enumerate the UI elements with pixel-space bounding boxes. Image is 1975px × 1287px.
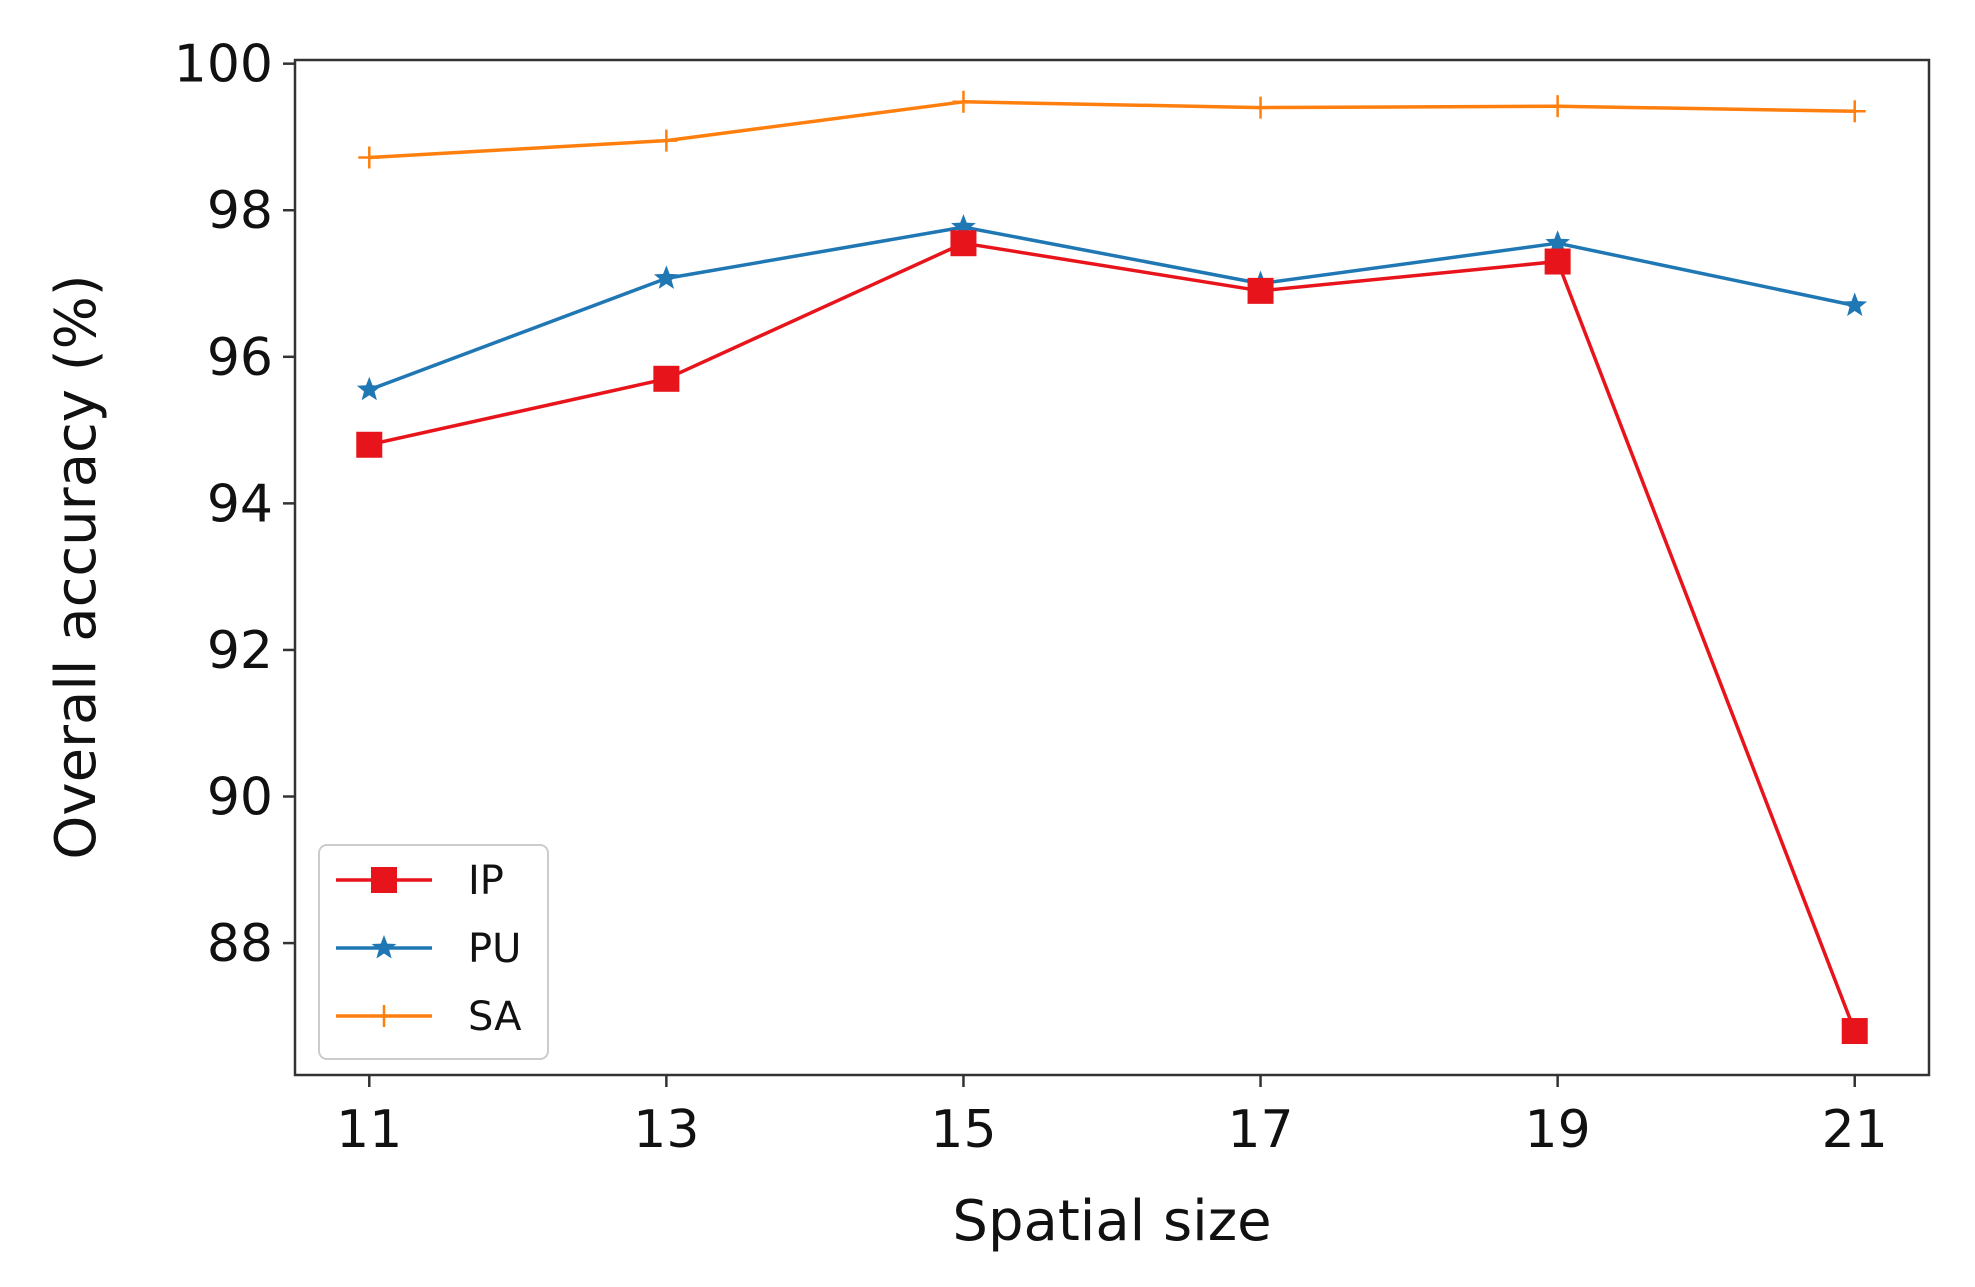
legend-label: IP: [468, 858, 504, 904]
legend-marker-sa: [373, 1005, 395, 1027]
data-point-ip: [950, 230, 977, 257]
data-point-sa: [1546, 95, 1569, 118]
data-point-sa: [952, 90, 975, 113]
plot-area-frame: [293, 58, 1931, 1077]
x-axis-label: Spatial size: [952, 1189, 1271, 1254]
legend-marker-pu: [371, 935, 397, 959]
data-point-ip: [356, 431, 383, 458]
x-tick-label: 13: [633, 1100, 699, 1160]
series-layer: [356, 90, 1868, 1045]
data-point-pu: [1545, 230, 1570, 254]
series-sa: [358, 90, 1866, 169]
data-point-sa: [1249, 96, 1272, 119]
y-tick-label: 96: [207, 328, 273, 388]
series-line-ip: [368, 241, 1857, 1032]
legend-box: [318, 844, 549, 1060]
data-point-sa: [358, 146, 381, 169]
data-point-pu: [951, 214, 976, 238]
legend-item-ip: IP: [336, 858, 504, 904]
series-ip: [356, 230, 1868, 1045]
y-tick-label: 94: [207, 474, 273, 534]
y-tick-label: 88: [207, 914, 273, 974]
data-point-ip: [1841, 1018, 1868, 1045]
x-axis: 11 13 15 17 19 21: [336, 1075, 1888, 1160]
y-tick-label: 100: [174, 35, 273, 95]
y-axis-label: Overall accuracy (%): [44, 274, 109, 859]
legend-item-pu: PU: [336, 926, 521, 972]
x-tick-label: 21: [1822, 1100, 1888, 1160]
y-tick-label: 98: [207, 181, 273, 241]
y-axis: 88 90 92 94 96 98 100: [174, 35, 295, 974]
legend-label: SA: [468, 994, 522, 1040]
data-point-sa: [1843, 100, 1866, 123]
legend-label: PU: [468, 926, 521, 972]
y-tick-label: 90: [207, 768, 273, 828]
data-point-ip: [653, 365, 680, 392]
x-tick-label: 15: [930, 1100, 996, 1160]
x-tick-label: 11: [336, 1100, 402, 1160]
legend-marker-ip: [371, 867, 397, 893]
y-tick-label: 92: [207, 621, 273, 681]
series-line-pu: [368, 225, 1856, 392]
x-tick-label: 17: [1227, 1100, 1293, 1160]
data-point-pu: [1842, 292, 1868, 316]
data-point-sa: [655, 129, 678, 152]
legend-item-sa: SA: [336, 994, 522, 1040]
data-point-ip: [1544, 248, 1571, 275]
data-point-pu: [654, 265, 679, 289]
data-point-pu: [356, 376, 382, 401]
legend: IP PU SA: [318, 844, 549, 1060]
data-point-ip: [1247, 277, 1274, 304]
x-tick-label: 19: [1525, 1100, 1591, 1160]
series-line-sa: [369, 100, 1855, 160]
